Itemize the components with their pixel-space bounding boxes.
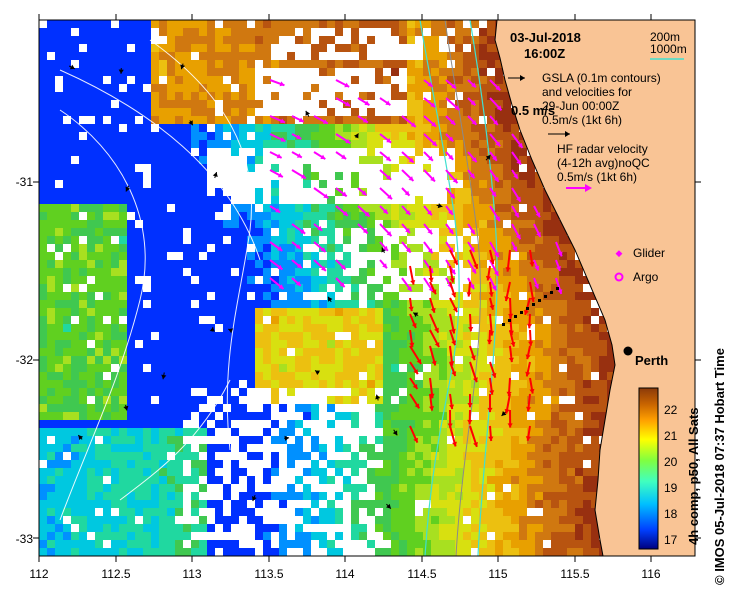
x-tick-label: 114.5 <box>407 567 436 581</box>
hf-label-3: 0.5m/s (1kt 6h) <box>557 170 637 184</box>
gsla-scale-label: 0.5 m/s <box>511 103 555 118</box>
colorbar-tick-label: 20 <box>664 455 678 469</box>
axis-tick-marks <box>33 14 701 562</box>
x-axis: 112 112.5 113 113.5 114 114.5 115 115.5 … <box>29 567 660 581</box>
argo-label: Argo <box>633 270 659 284</box>
gsla-label-3: 29-Jun 00:00Z <box>542 99 619 113</box>
hf-legend-arrowhead <box>585 184 592 192</box>
date-label: 03-Jul-2018 <box>510 30 581 45</box>
sst-layer <box>39 20 615 556</box>
x-tick-label: 114 <box>335 567 354 581</box>
contour-1000m-label: 1000m <box>650 42 687 56</box>
x-tick-label: 116 <box>641 567 660 581</box>
credit-text: © IMOS 05-Jul-2018 07:37 Hobart Time <box>712 348 727 585</box>
hf-label-1: HF radar velocity <box>557 142 648 156</box>
glider-marker-icon: ◆ <box>616 248 623 258</box>
gsla-label-2: and velocities for <box>542 85 632 99</box>
glider-track <box>502 287 559 326</box>
perth-label: Perth <box>635 353 668 368</box>
x-tick-label: 115 <box>488 567 507 581</box>
gsla-legend-arrowhead <box>520 75 525 81</box>
time-label: 16:00Z <box>524 46 565 61</box>
colorbar-ticks: 22 21 20 19 18 17 <box>664 403 678 547</box>
perth-marker <box>623 346 633 356</box>
x-tick-label: 112.5 <box>101 567 130 581</box>
colorbar-tick-label: 19 <box>664 481 678 495</box>
colorbar-tick-label: 21 <box>664 429 678 443</box>
colorbar-tick-label: 17 <box>664 533 678 547</box>
gsla-scale-label-2: 0.5m/s (1kt 6h) <box>542 113 622 127</box>
colorbar-tick-label: 22 <box>664 403 678 417</box>
colorbar <box>638 387 659 550</box>
gsla-label-1: GSLA (0.1m contours) <box>542 71 661 85</box>
x-tick-label: 113.5 <box>254 567 283 581</box>
glider-label: Glider <box>633 246 665 260</box>
y-tick-label: -33 <box>16 532 34 546</box>
contour-lines <box>59 20 498 556</box>
x-tick-label: 115.5 <box>560 567 589 581</box>
argo-marker-icon <box>614 272 624 282</box>
x-tick-label: 112 <box>29 567 48 581</box>
colorbar-label: 4h comp, p50, All Sats <box>686 407 701 545</box>
hf-arrows <box>269 79 563 448</box>
hf-label-2: (4-12h avg)noQC <box>557 156 650 170</box>
y-tick-label: -31 <box>16 175 34 189</box>
map-frame <box>38 19 696 557</box>
contour-200m-label: 200m <box>650 30 680 44</box>
y-tick-label: -32 <box>16 353 34 367</box>
colorbar-tick-label: 18 <box>664 507 678 521</box>
gsla-arrows <box>68 63 507 510</box>
hf-scale-arrowhead <box>565 131 570 137</box>
x-tick-label: 113 <box>182 567 201 581</box>
y-axis: -31 -32 -33 <box>16 175 34 546</box>
